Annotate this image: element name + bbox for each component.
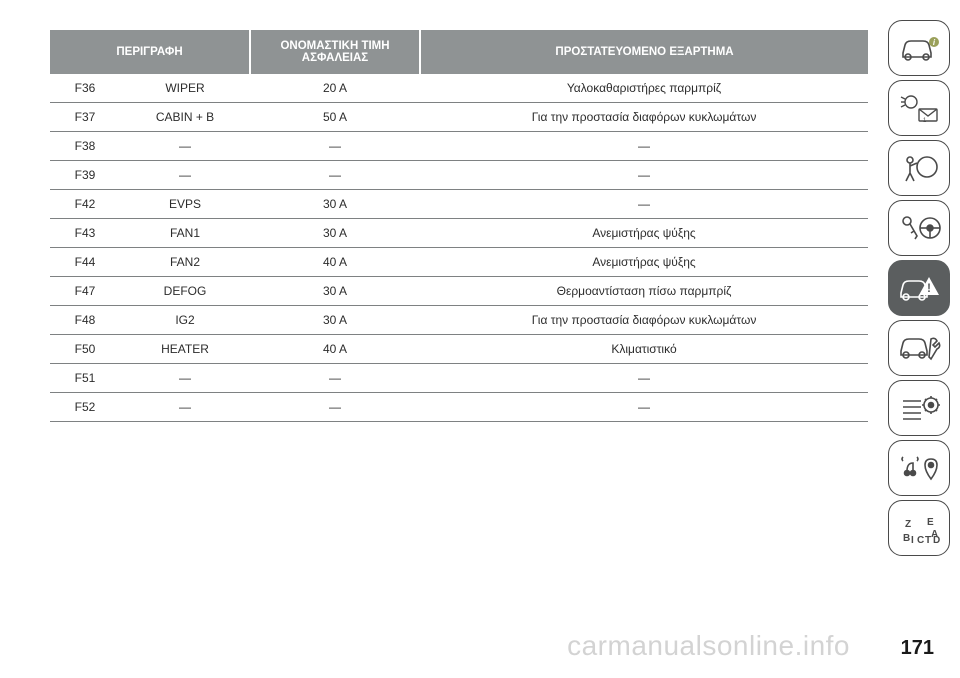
cell-name: FAN2	[120, 248, 250, 277]
cell-protected: —	[420, 132, 868, 161]
cell-rating: 40 A	[250, 335, 420, 364]
cell-name: —	[120, 393, 250, 422]
table-row: F52———	[50, 393, 868, 422]
table-row: F50HEATER40 AΚλιματιστικό	[50, 335, 868, 364]
svg-text:C: C	[917, 535, 924, 545]
cell-protected: Ανεμιστήρας ψύξης	[420, 248, 868, 277]
cell-code: F48	[50, 306, 120, 335]
cell-rating: 40 A	[250, 248, 420, 277]
cell-name: WIPER	[120, 74, 250, 103]
page-number: 171	[901, 637, 934, 660]
fuse-table: ΠΕΡΙΓΡΑΦΗ ΟΝΟΜΑΣΤΙΚΗ ΤΙΜΗ ΑΣΦΑΛΕΙΑΣ ΠΡΟΣ…	[50, 30, 868, 422]
cell-code: F50	[50, 335, 120, 364]
settings-icon[interactable]	[888, 380, 950, 436]
cell-rating: 30 A	[250, 306, 420, 335]
table-row: F43FAN130 AΑνεμιστήρας ψύξης	[50, 219, 868, 248]
cell-name: DEFOG	[120, 277, 250, 306]
cell-protected: —	[420, 190, 868, 219]
header-protected: ΠΡΟΣΤΑΤΕΥΟΜΕΝΟ ΕΞΑΡΤΗΜΑ	[420, 30, 868, 74]
svg-text:B: B	[903, 533, 910, 544]
cell-protected: Κλιματιστικό	[420, 335, 868, 364]
svg-text:I: I	[911, 535, 914, 545]
svg-text:T: T	[925, 535, 931, 545]
cell-name: FAN1	[120, 219, 250, 248]
table-row: F51———	[50, 364, 868, 393]
cell-name: —	[120, 132, 250, 161]
cell-name: CABIN + B	[120, 103, 250, 132]
cell-rating: 30 A	[250, 277, 420, 306]
airbag-icon[interactable]	[888, 140, 950, 196]
main-content: ΠΕΡΙΓΡΑΦΗ ΟΝΟΜΑΣΤΙΚΗ ΤΙΜΗ ΑΣΦΑΛΕΙΑΣ ΠΡΟΣ…	[0, 0, 880, 678]
cell-rating: 50 A	[250, 103, 420, 132]
cell-rating: 20 A	[250, 74, 420, 103]
key-steering-icon[interactable]	[888, 200, 950, 256]
cell-protected: —	[420, 393, 868, 422]
cell-name: EVPS	[120, 190, 250, 219]
table-row: F44FAN240 AΑνεμιστήρας ψύξης	[50, 248, 868, 277]
cell-protected: Για την προστασία διαφόρων κυκλωμάτων	[420, 306, 868, 335]
svg-text:D: D	[933, 535, 940, 545]
sidebar-nav: i 1 ! ZEBAICTD	[880, 0, 960, 678]
cell-code: F42	[50, 190, 120, 219]
cell-rating: —	[250, 364, 420, 393]
table-row: F38———	[50, 132, 868, 161]
cell-rating: —	[250, 393, 420, 422]
cell-name: IG2	[120, 306, 250, 335]
cell-code: F38	[50, 132, 120, 161]
svg-text:!: !	[927, 281, 931, 295]
header-rating: ΟΝΟΜΑΣΤΙΚΗ ΤΙΜΗ ΑΣΦΑΛΕΙΑΣ	[250, 30, 420, 74]
cell-code: F52	[50, 393, 120, 422]
cell-code: F43	[50, 219, 120, 248]
cell-name: HEATER	[120, 335, 250, 364]
cell-code: F37	[50, 103, 120, 132]
cell-code: F39	[50, 161, 120, 190]
svg-text:E: E	[927, 517, 934, 528]
cell-code: F36	[50, 74, 120, 103]
table-row: F48IG230 AΓια την προστασία διαφόρων κυκ…	[50, 306, 868, 335]
cell-name: —	[120, 364, 250, 393]
cell-protected: Για την προστασία διαφόρων κυκλωμάτων	[420, 103, 868, 132]
cell-rating: —	[250, 132, 420, 161]
table-row: F37CABIN + B50 AΓια την προστασία διαφόρ…	[50, 103, 868, 132]
cell-protected: —	[420, 364, 868, 393]
car-warning-icon[interactable]: !	[888, 260, 950, 316]
alphabet-icon[interactable]: ZEBAICTD	[888, 500, 950, 556]
cell-code: F44	[50, 248, 120, 277]
cell-name: —	[120, 161, 250, 190]
cell-protected: Υαλοκαθαριστήρες παρμπρίζ	[420, 74, 868, 103]
car-info-icon[interactable]: i	[888, 20, 950, 76]
media-location-icon[interactable]	[888, 440, 950, 496]
header-description: ΠΕΡΙΓΡΑΦΗ	[50, 30, 250, 74]
cell-rating: —	[250, 161, 420, 190]
cell-protected: —	[420, 161, 868, 190]
cell-protected: Ανεμιστήρας ψύξης	[420, 219, 868, 248]
table-row: F36WIPER20 AΥαλοκαθαριστήρες παρμπρίζ	[50, 74, 868, 103]
car-service-icon[interactable]	[888, 320, 950, 376]
table-row: F42EVPS30 A—	[50, 190, 868, 219]
cell-rating: 30 A	[250, 190, 420, 219]
light-message-icon[interactable]: 1	[888, 80, 950, 136]
table-row: F39———	[50, 161, 868, 190]
cell-code: F51	[50, 364, 120, 393]
cell-rating: 30 A	[250, 219, 420, 248]
table-row: F47DEFOG30 AΘερμοαντίσταση πίσω παρμπρίζ	[50, 277, 868, 306]
cell-protected: Θερμοαντίσταση πίσω παρμπρίζ	[420, 277, 868, 306]
svg-text:Z: Z	[905, 519, 911, 530]
cell-code: F47	[50, 277, 120, 306]
